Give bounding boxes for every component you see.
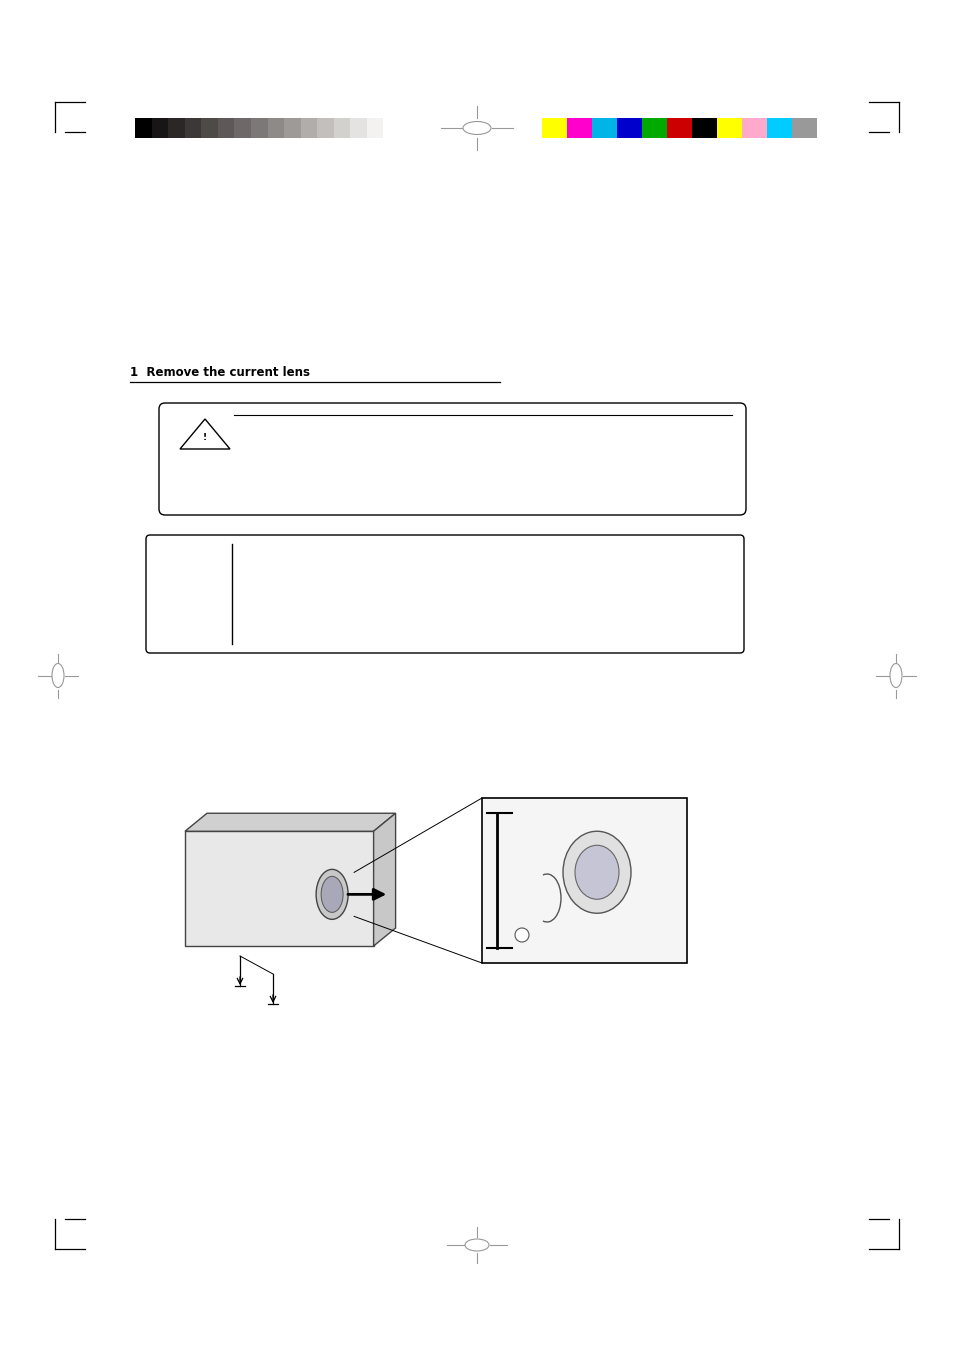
Bar bbox=[201, 118, 217, 138]
Bar bbox=[481, 798, 686, 963]
Bar bbox=[741, 118, 766, 138]
Bar bbox=[592, 118, 617, 138]
Bar bbox=[766, 118, 791, 138]
Bar bbox=[300, 118, 316, 138]
Bar bbox=[152, 118, 168, 138]
Bar bbox=[334, 118, 350, 138]
Bar bbox=[717, 118, 741, 138]
Bar bbox=[135, 118, 152, 138]
FancyBboxPatch shape bbox=[159, 403, 745, 515]
Bar bbox=[185, 831, 374, 946]
Bar bbox=[666, 118, 691, 138]
Ellipse shape bbox=[321, 877, 343, 912]
Bar bbox=[234, 118, 251, 138]
Bar bbox=[541, 118, 566, 138]
Bar bbox=[217, 118, 234, 138]
Ellipse shape bbox=[575, 846, 618, 900]
Bar bbox=[251, 118, 267, 138]
Bar bbox=[316, 118, 334, 138]
Bar bbox=[617, 118, 641, 138]
Ellipse shape bbox=[562, 831, 630, 913]
Bar bbox=[383, 118, 399, 138]
Text: 1  Remove the current lens: 1 Remove the current lens bbox=[130, 366, 310, 380]
Bar bbox=[367, 118, 383, 138]
Bar bbox=[691, 118, 717, 138]
Bar bbox=[185, 118, 201, 138]
Ellipse shape bbox=[315, 869, 348, 920]
FancyBboxPatch shape bbox=[146, 535, 743, 653]
Polygon shape bbox=[185, 813, 395, 831]
Bar bbox=[350, 118, 367, 138]
Bar bbox=[284, 118, 300, 138]
Bar bbox=[168, 118, 185, 138]
Polygon shape bbox=[374, 813, 395, 946]
Bar bbox=[641, 118, 666, 138]
Circle shape bbox=[515, 928, 529, 942]
Bar bbox=[791, 118, 816, 138]
Polygon shape bbox=[180, 419, 230, 449]
Bar bbox=[566, 118, 592, 138]
Bar bbox=[267, 118, 284, 138]
Text: !: ! bbox=[203, 434, 207, 442]
